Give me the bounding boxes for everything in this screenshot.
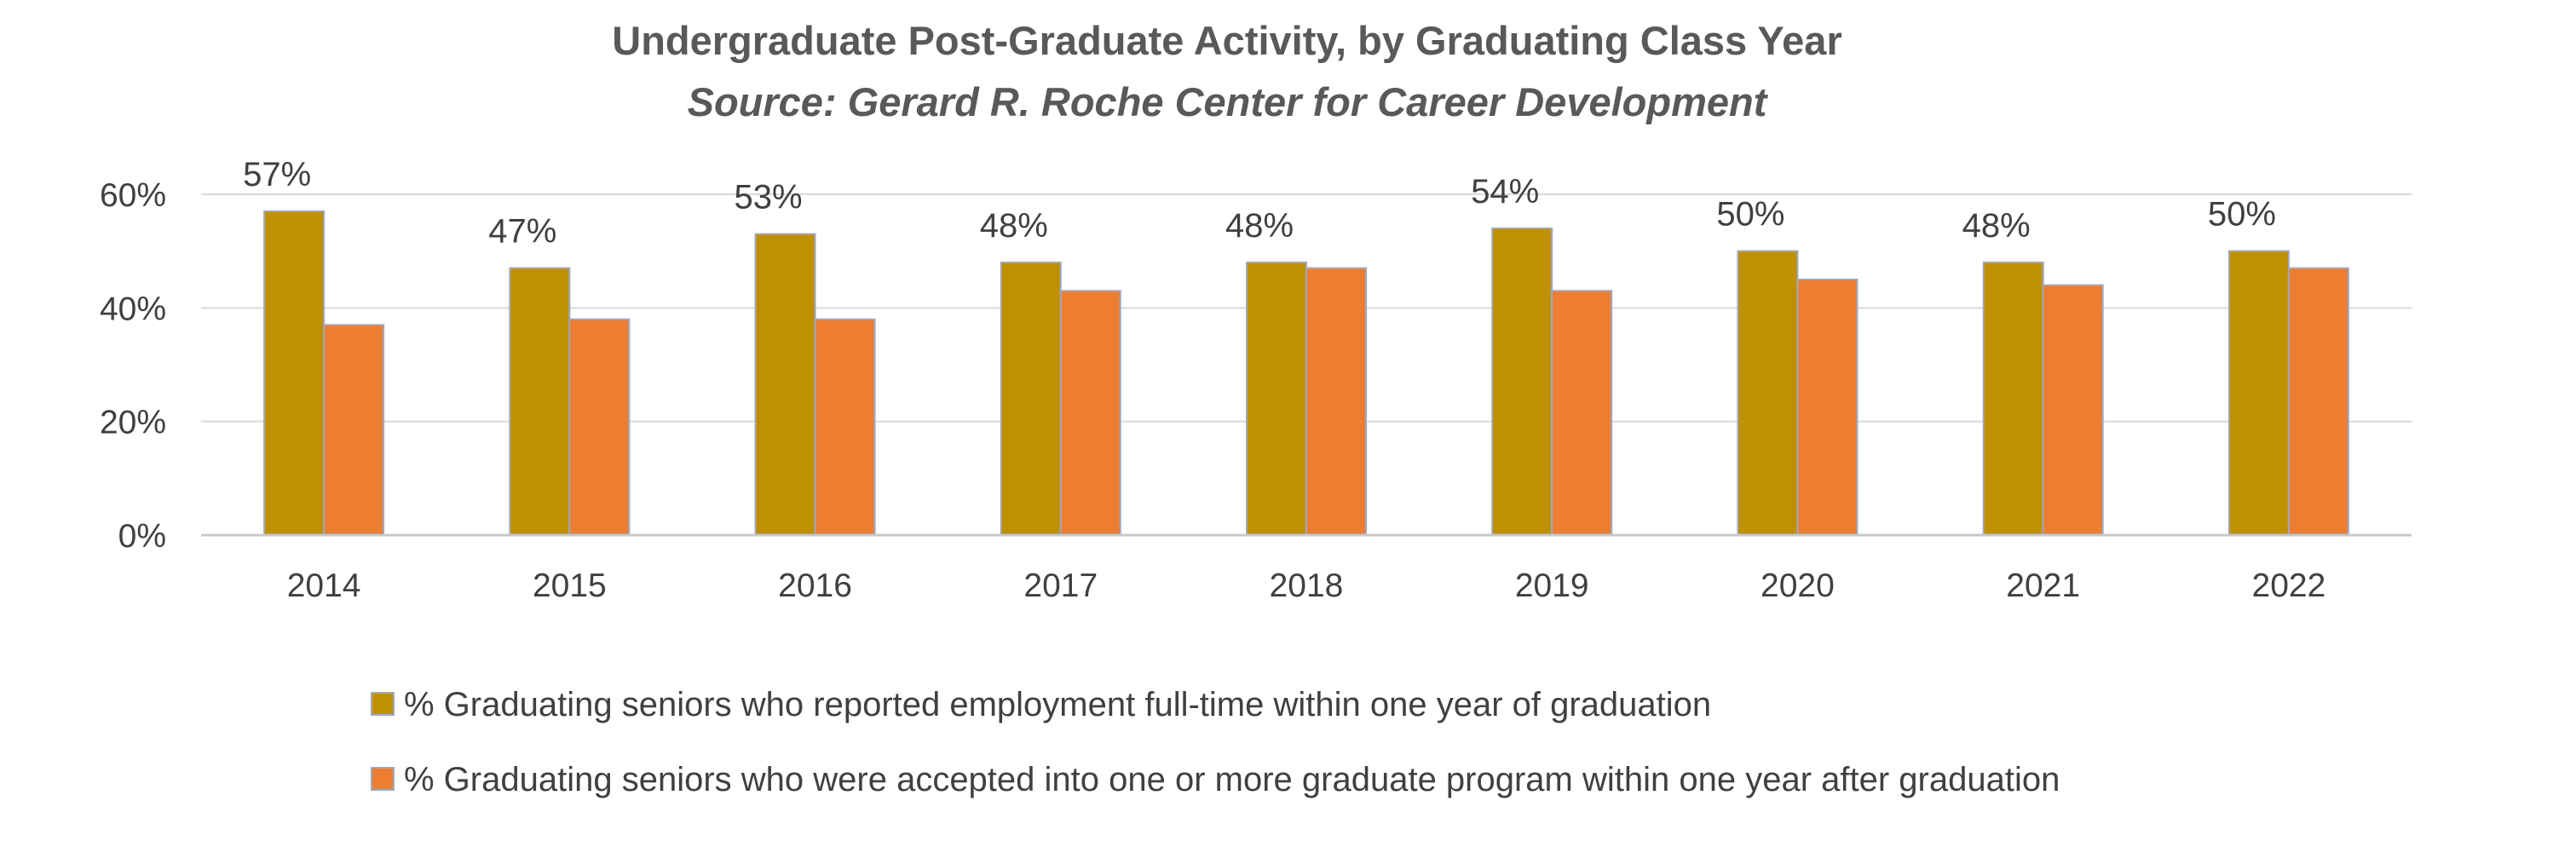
bar-series-1 — [1000, 262, 1062, 536]
bar-series-2 — [814, 318, 876, 536]
y-tick-label: 20% — [100, 405, 166, 441]
legend-label: % Graduating seniors who reported employ… — [404, 686, 1711, 723]
bar-series-2 — [2287, 267, 2349, 536]
x-tick-label: 2016 — [778, 568, 852, 604]
chart-title: Undergraduate Post-Graduate Activity, by… — [612, 18, 1841, 63]
bar-series-1 — [2227, 250, 2290, 536]
legend-swatch — [371, 767, 395, 791]
x-axis-tick-labels: 2014 2015 2016 2017 2018 2019 2020 2021 2022 — [287, 568, 2326, 604]
y-axis-tick-labels: 0% 20% 40% 60% — [100, 177, 166, 555]
data-labels: 57% 47% 53% 48% 48% 54% 50% 48% 50% — [243, 156, 2276, 251]
data-label: 48% — [1962, 207, 2031, 245]
bar-series-2 — [2042, 284, 2104, 536]
bar-series-1 — [263, 210, 326, 536]
x-tick-label: 2018 — [1270, 568, 1344, 604]
x-tick-label: 2017 — [1023, 568, 1098, 604]
data-label: 54% — [1471, 173, 1539, 210]
x-tick-label: 2015 — [533, 568, 607, 604]
x-tick-label: 2022 — [2252, 568, 2326, 604]
bar-series-1 — [509, 267, 571, 536]
bar-series-1 — [1737, 250, 1799, 536]
bar-series-2 — [323, 324, 385, 537]
data-label: 53% — [735, 179, 803, 216]
legend-label: % Graduating seniors who were accepted i… — [404, 761, 2060, 798]
bar-series-2 — [1059, 290, 1121, 536]
legend-swatch — [371, 692, 395, 716]
bar-series-2 — [1796, 279, 1859, 536]
data-label: 48% — [980, 207, 1048, 245]
y-tick-label: 60% — [100, 177, 166, 214]
data-label: 57% — [243, 156, 311, 193]
bar-series-1 — [1246, 262, 1307, 536]
bar-series-1 — [754, 233, 816, 536]
data-label: 50% — [2208, 196, 2276, 233]
chart-subtitle: Source: Gerard R. Roche Center for Caree… — [688, 79, 1769, 124]
x-tick-label: 2021 — [2006, 568, 2080, 604]
data-label: 47% — [488, 213, 556, 251]
data-label: 50% — [1716, 196, 1784, 233]
y-tick-label: 0% — [118, 518, 166, 555]
legend: % Graduating seniors who reported employ… — [371, 686, 2060, 798]
data-label: 48% — [1225, 207, 1294, 245]
y-tick-label: 40% — [100, 291, 166, 327]
bar-series-1 — [1491, 228, 1553, 536]
x-tick-label: 2014 — [287, 568, 361, 604]
x-tick-label: 2020 — [1761, 568, 1835, 604]
bars — [263, 210, 2349, 537]
x-tick-label: 2019 — [1515, 568, 1589, 604]
bar-series-2 — [1305, 267, 1367, 536]
bar-series-2 — [568, 318, 631, 536]
bar-series-1 — [1982, 262, 2044, 536]
bar-series-2 — [1551, 290, 1613, 536]
